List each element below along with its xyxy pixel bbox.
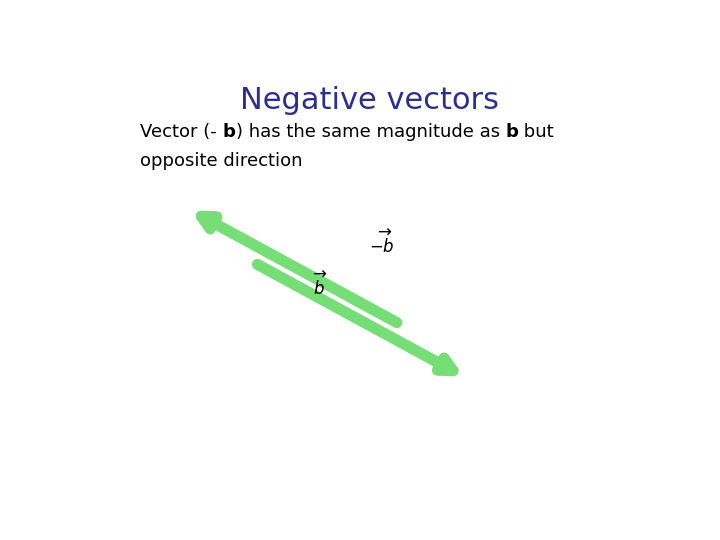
Text: ) has the same magnitude as: ) has the same magnitude as	[235, 123, 505, 141]
Text: $\overrightarrow{-b}$: $\overrightarrow{-b}$	[369, 230, 395, 257]
Text: opposite direction: opposite direction	[140, 152, 302, 170]
Text: b: b	[222, 123, 235, 141]
Text: Vector (-: Vector (-	[140, 123, 222, 141]
Text: Negative vectors: Negative vectors	[240, 85, 498, 114]
Text: b: b	[505, 123, 518, 141]
Text: but: but	[518, 123, 554, 141]
Text: $\overrightarrow{b}$: $\overrightarrow{b}$	[313, 272, 328, 299]
